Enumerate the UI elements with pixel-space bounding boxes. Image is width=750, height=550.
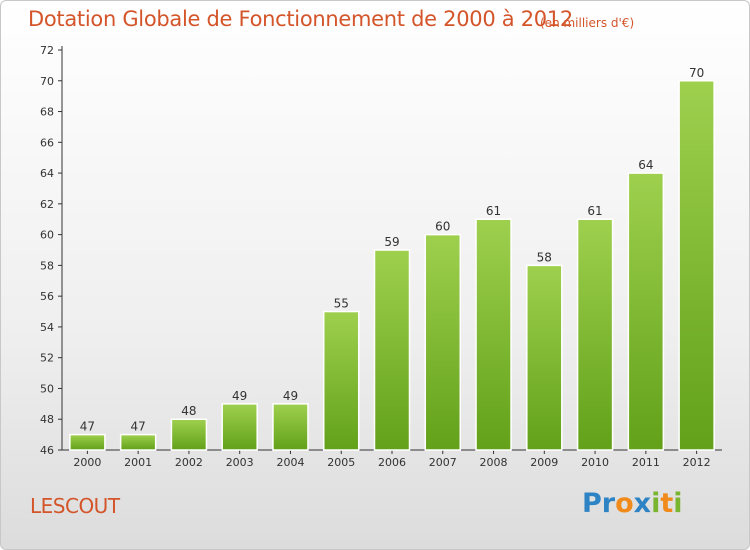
- bar: [526, 264, 563, 451]
- bar-value-label: 58: [537, 250, 552, 264]
- bar: [272, 403, 309, 451]
- chart-title: Dotation Globale de Fonctionnement de 20…: [28, 7, 573, 31]
- bar: [119, 433, 157, 451]
- bar: [424, 233, 462, 451]
- x-tick-label: 2010: [581, 456, 609, 469]
- x-tick-label: 2012: [683, 456, 711, 469]
- y-tick-label: 68: [40, 106, 54, 119]
- y-tick-label: 46: [40, 444, 54, 457]
- bar: [170, 418, 208, 451]
- bar-value-label: 61: [587, 204, 602, 218]
- bar-value-label: 49: [232, 389, 247, 403]
- x-tick-label: 2001: [124, 456, 152, 469]
- x-tick-label: 2007: [429, 456, 457, 469]
- x-tick-label: 2009: [530, 456, 558, 469]
- bar: [373, 249, 411, 451]
- bar-value-label: 61: [486, 204, 501, 218]
- y-tick-label: 52: [40, 352, 54, 365]
- x-tick-label: 2000: [73, 456, 101, 469]
- y-tick-label: 60: [40, 229, 54, 242]
- x-tick-label: 2008: [480, 456, 508, 469]
- y-tick-label: 56: [40, 290, 54, 303]
- x-tick-label: 2004: [276, 456, 304, 469]
- proxiti-logo: Proxiti: [582, 488, 683, 519]
- x-tick-label: 2005: [327, 456, 355, 469]
- bar: [576, 218, 614, 451]
- y-tick-label: 66: [40, 136, 54, 149]
- bar: [678, 80, 715, 451]
- bar-value-label: 55: [334, 297, 349, 311]
- y-tick-label: 72: [40, 44, 54, 57]
- chart-bars: [69, 80, 715, 451]
- y-tick-label: 50: [40, 382, 54, 395]
- y-tick-label: 70: [40, 75, 54, 88]
- bar-value-label: 49: [283, 389, 298, 403]
- bar: [221, 403, 258, 451]
- chart-labels: 47 2000 47 2001 48 2002 49 2003 49 2004 55 2005 59 20…: [73, 66, 710, 469]
- bar: [475, 218, 512, 451]
- bar-value-label: 64: [638, 158, 653, 172]
- bar-value-label: 47: [131, 420, 146, 434]
- x-tick-label: 2002: [175, 456, 203, 469]
- x-tick-label: 2011: [632, 456, 660, 469]
- bar-value-label: 59: [384, 235, 399, 249]
- y-tick-label: 48: [40, 413, 54, 426]
- bar: [627, 172, 665, 451]
- bar: [69, 433, 106, 451]
- bar-value-label: 60: [435, 220, 450, 234]
- bar-value-label: 70: [689, 66, 704, 80]
- x-tick-label: 2003: [226, 456, 254, 469]
- y-tick-label: 54: [40, 321, 54, 334]
- commune-name: LESCOUT: [30, 494, 120, 518]
- bar-value-label: 47: [80, 420, 95, 434]
- chart-unit: (en milliers d'€): [540, 16, 635, 30]
- y-tick-label: 62: [40, 198, 54, 211]
- y-tick-label: 58: [40, 259, 54, 272]
- y-tick-label: 64: [40, 167, 54, 180]
- bar: [322, 310, 360, 451]
- x-tick-label: 2006: [378, 456, 406, 469]
- bar-value-label: 48: [181, 404, 196, 418]
